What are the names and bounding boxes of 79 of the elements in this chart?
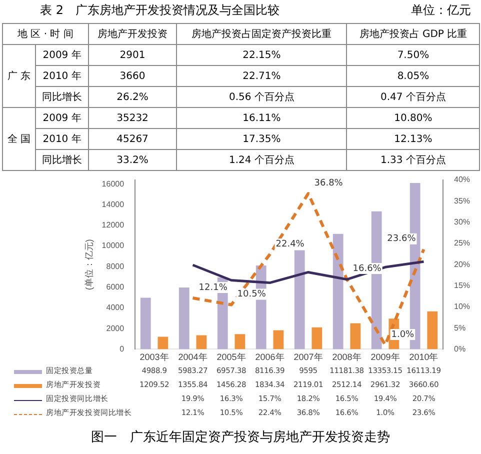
text: 33.2% (88, 150, 177, 170)
line-series (191, 192, 426, 346)
text: 2009 年 (36, 108, 88, 128)
x-tick-label: 2004年 (178, 352, 208, 362)
text: 12.1% (198, 282, 228, 293)
text: 1.0% (391, 330, 414, 340)
bar (196, 335, 207, 350)
y2-tick-label: 10% (454, 302, 470, 312)
bar (427, 311, 438, 350)
text: 12.13% (346, 128, 480, 150)
y2-tick-label: 5% (454, 323, 466, 332)
x-tick-label: 2007年 (294, 352, 323, 362)
bar (140, 298, 151, 350)
text: 45267 (88, 128, 177, 150)
text: 广 东 (2, 44, 36, 108)
text: 2009 年 (36, 44, 88, 66)
text: 16.6% (352, 264, 382, 274)
text: 2010 年 (36, 128, 88, 150)
text: 22.15% (176, 44, 347, 66)
y2-tick-label: 30% (454, 218, 470, 227)
text: 0.56 个百分点 (176, 86, 347, 108)
text: 图一 广东近年固定资产投资与房地产开发投资走势 (90, 429, 391, 446)
y2-tick-label: 25% (454, 238, 470, 248)
bar (294, 250, 305, 350)
x-tick-label: 2006年 (255, 352, 284, 362)
x-tick-label: 2009年 (370, 352, 400, 362)
y2-tick-label: 35% (454, 196, 470, 206)
text: 10.80% (346, 108, 480, 128)
text: 8.05% (346, 66, 480, 86)
x-tick-label: 2003年 (140, 352, 169, 362)
y-tick-label: 16000 (102, 179, 125, 188)
text: 2010 年 (36, 66, 88, 86)
y-tick-label: 14000 (102, 200, 125, 209)
text: 房地产投资占固定资产投资比重 (176, 24, 347, 44)
text: 2901 (88, 44, 177, 66)
y-tick-label: 4000 (106, 303, 125, 312)
text: 16.11% (176, 108, 347, 128)
y-axis-title: (单位：亿元) (84, 239, 94, 290)
text: 7.50% (346, 44, 480, 66)
text: 0.47 个百分点 (346, 86, 480, 108)
y2-tick-label: 40% (454, 175, 470, 184)
bar (178, 287, 190, 350)
y2-tick-label: 0% (454, 344, 466, 354)
text: 22.71% (176, 66, 347, 86)
text: 房地产开发投资 (88, 24, 177, 44)
y-tick-label: 0 (120, 344, 125, 354)
text: 1.24 个百分点 (176, 150, 347, 170)
text: 单位：亿元 (411, 2, 471, 19)
text: 22.4% (276, 239, 304, 250)
text: 房地产投资占 GDP 比重 (346, 24, 480, 44)
text: 35232 (88, 108, 177, 128)
y-tick-label: 6000 (106, 282, 125, 292)
text: 同比增长 (36, 86, 88, 108)
text: 3660 (88, 66, 177, 86)
text: 26.2% (88, 86, 177, 108)
y-tick-label: 8000 (106, 262, 125, 271)
text: 全 国 (2, 108, 36, 170)
bar (332, 234, 344, 350)
y-tick-label: 10000 (102, 241, 125, 250)
x-tick-label: 2010年 (409, 352, 438, 362)
text: 10.5% (237, 290, 266, 300)
text: 地 区 · 时 间 (2, 24, 88, 44)
bar (350, 323, 361, 350)
y-tick-label: 12000 (102, 220, 125, 230)
bar (234, 334, 246, 350)
text: 1.33 个百分点 (346, 150, 480, 170)
text: 同比增长 (36, 150, 88, 170)
x-tick-label: 2005年 (216, 352, 246, 362)
text: 表 2 广东房地产开发投资情况及与全国比较 (40, 2, 280, 19)
text: 17.35% (176, 128, 347, 150)
x-tick-label: 2008年 (332, 352, 362, 362)
text: 23.6% (387, 234, 416, 244)
bar (273, 330, 284, 350)
y-tick-label: 2000 (106, 324, 125, 333)
text: 36.8% (314, 178, 343, 188)
bar (312, 327, 322, 350)
y2-tick-label: 15% (454, 280, 470, 290)
y2-tick-label: 20% (454, 260, 470, 269)
bar (158, 336, 168, 350)
